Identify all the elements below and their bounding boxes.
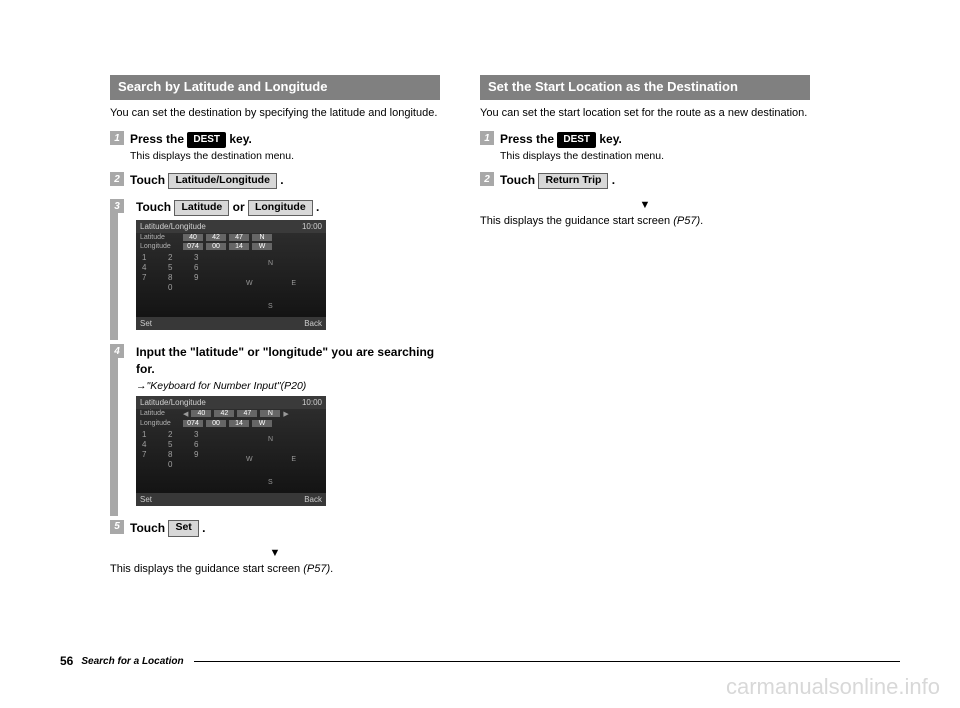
- page-content: Search by Latitude and Longitude You can…: [0, 0, 960, 605]
- step-body: Touch Return Trip .: [500, 172, 810, 195]
- section-header-left: Search by Latitude and Longitude: [110, 75, 440, 100]
- step-body: Touch Latitude or Longitude . Latitude/L…: [136, 199, 440, 340]
- section-header-right: Set the Start Location as the Destinatio…: [480, 75, 810, 100]
- step-body: Press the DEST key. This displays the de…: [500, 131, 810, 168]
- step-row: 1 Press the DEST key. This displays the …: [110, 131, 440, 168]
- step-row: 5 Touch Set .: [110, 520, 440, 543]
- result-text: This displays the guidance start screen …: [480, 215, 810, 227]
- numpad: 123 456 789 0: [142, 253, 326, 292]
- step-row: 2 Touch Latitude/Longitude .: [110, 172, 440, 195]
- down-arrow-icon: ▼: [480, 199, 810, 211]
- ui-button-label: Longitude: [248, 200, 313, 217]
- ui-button-label: Return Trip: [538, 173, 608, 190]
- step-row: 3 Touch Latitude or Longitude . Latitude…: [110, 199, 440, 340]
- step-body: Press the DEST key. This displays the de…: [130, 131, 440, 168]
- step-body: Touch Set .: [130, 520, 440, 543]
- step-subtitle: This displays the destination menu.: [130, 150, 440, 162]
- page-number: 56: [60, 654, 73, 668]
- step-body: Touch Latitude/Longitude .: [130, 172, 440, 195]
- nav-screenshot: Latitude/Longitude10:00 Latitude◀404247N…: [136, 396, 326, 506]
- step-subtitle: This displays the destination menu.: [500, 150, 810, 162]
- step-title: Touch Return Trip .: [500, 172, 810, 189]
- step-body: Input the "latitude" or "longitude" you …: [136, 344, 440, 516]
- step-row: 4 Input the "latitude" or "longitude" yo…: [110, 344, 440, 516]
- intro-left: You can set the destination by specifyin…: [110, 106, 440, 121]
- numpad: 123 456 789 0: [142, 430, 326, 469]
- step-sidebar: [110, 358, 118, 516]
- step-number: 4: [110, 344, 124, 358]
- step-number: 2: [480, 172, 494, 186]
- nav-screenshot: Latitude/Longitude10:00 Latitude404247N …: [136, 220, 326, 330]
- intro-right: You can set the start location set for t…: [480, 106, 810, 121]
- step-number: 1: [110, 131, 124, 145]
- left-column: Search by Latitude and Longitude You can…: [110, 75, 440, 575]
- ui-button-label: Latitude/Longitude: [168, 173, 277, 190]
- step-title: Press the DEST key.: [130, 131, 440, 148]
- dest-key-badge: DEST: [187, 132, 226, 148]
- compass: N S E W: [246, 260, 296, 310]
- step-title: Touch Set .: [130, 520, 440, 537]
- dest-key-badge: DEST: [557, 132, 596, 148]
- step-number: 1: [480, 131, 494, 145]
- step-title: Touch Latitude/Longitude .: [130, 172, 440, 189]
- step-sidebar: [110, 213, 118, 340]
- ui-button-label: Latitude: [174, 200, 229, 217]
- step-title: Input the "latitude" or "longitude" you …: [136, 344, 440, 378]
- ui-button-label: Set: [168, 520, 198, 537]
- step-number: 2: [110, 172, 124, 186]
- step-number: 3: [110, 199, 124, 213]
- footer-rule: [194, 661, 900, 662]
- step-title: Press the DEST key.: [500, 131, 810, 148]
- compass: N S E W: [246, 436, 296, 486]
- page-footer: 56 Search for a Location: [60, 654, 900, 668]
- result-text: This displays the guidance start screen …: [110, 563, 440, 575]
- watermark: carmanualsonline.info: [726, 674, 940, 700]
- right-column: Set the Start Location as the Destinatio…: [480, 75, 810, 575]
- step-row: 2 Touch Return Trip .: [480, 172, 810, 195]
- step-title: Touch Latitude or Longitude .: [136, 199, 440, 216]
- step-reference: →"Keyboard for Number Input"(P20): [136, 380, 440, 392]
- step-number: 5: [110, 520, 124, 534]
- step-row: 1 Press the DEST key. This displays the …: [480, 131, 810, 168]
- down-arrow-icon: ▼: [110, 547, 440, 559]
- footer-section-name: Search for a Location: [81, 656, 183, 667]
